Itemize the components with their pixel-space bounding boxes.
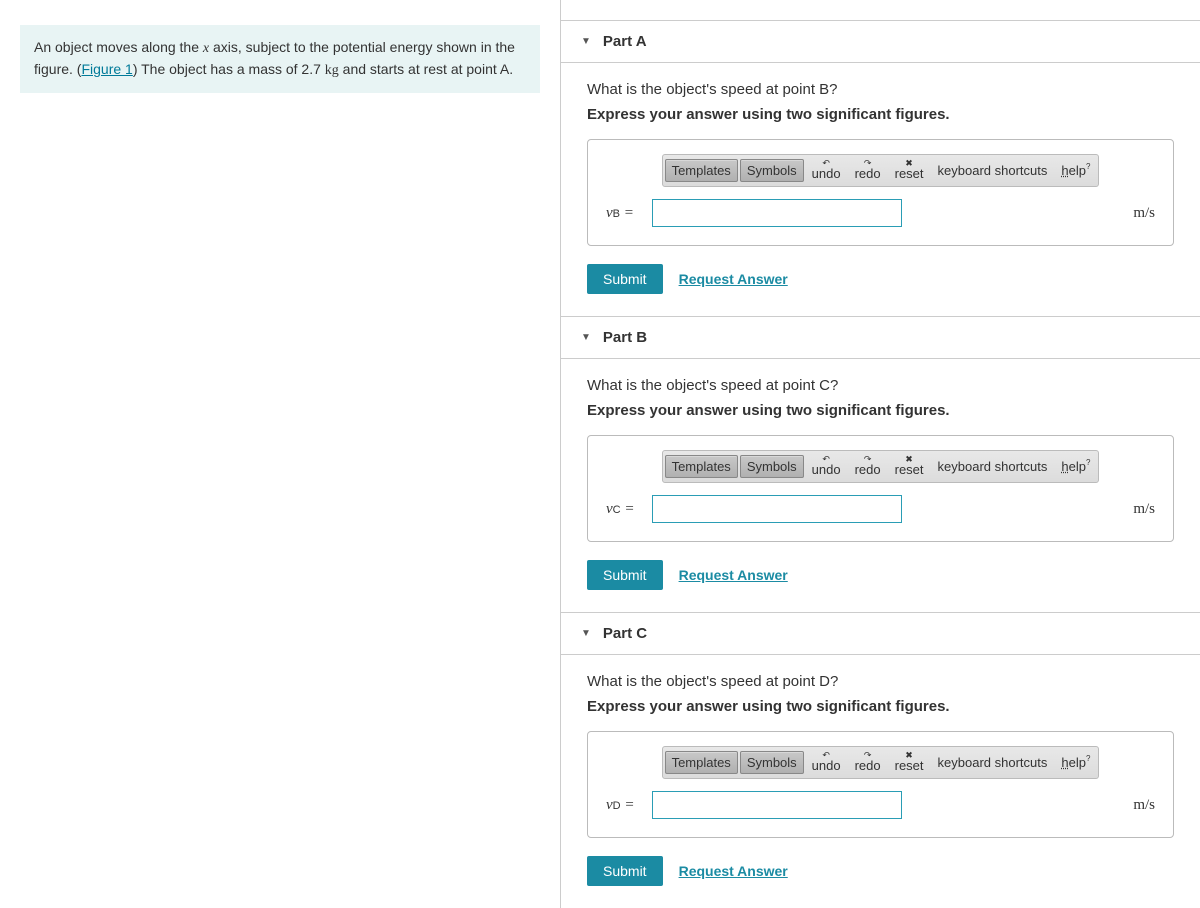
- equation-toolbar: Templates Symbols ↶undo ↷redo ✖reset key…: [662, 746, 1100, 779]
- unit-label: m/s: [1133, 797, 1155, 814]
- caret-down-icon: ▼: [581, 628, 591, 639]
- redo-button[interactable]: ↷redo: [849, 157, 887, 184]
- part-header[interactable]: ▼ Part A: [561, 21, 1200, 63]
- request-answer-link[interactable]: Request Answer: [679, 567, 788, 583]
- request-answer-link[interactable]: Request Answer: [679, 863, 788, 879]
- part-header[interactable]: ▼ Part C: [561, 613, 1200, 655]
- templates-button[interactable]: Templates: [665, 159, 738, 182]
- figure-link[interactable]: Figure 1: [81, 61, 132, 77]
- submit-button[interactable]: Submit: [587, 560, 663, 590]
- submit-button[interactable]: Submit: [587, 856, 663, 886]
- symbols-button[interactable]: Symbols: [740, 455, 804, 478]
- reset-button[interactable]: ✖reset: [889, 749, 930, 776]
- templates-button[interactable]: Templates: [665, 751, 738, 774]
- part-section: ▼ Part A What is the object's speed at p…: [561, 20, 1200, 316]
- help-button[interactable]: help?: [1055, 160, 1096, 181]
- problem-statement: An object moves along the x axis, subjec…: [20, 25, 540, 93]
- help-button[interactable]: help?: [1055, 752, 1096, 773]
- question-text: What is the object's speed at point D?: [587, 673, 1174, 690]
- help-button[interactable]: help?: [1055, 456, 1096, 477]
- undo-button[interactable]: ↶undo: [806, 157, 847, 184]
- caret-down-icon: ▼: [581, 36, 591, 47]
- templates-button[interactable]: Templates: [665, 455, 738, 478]
- redo-button[interactable]: ↷redo: [849, 453, 887, 480]
- question-text: What is the object's speed at point C?: [587, 377, 1174, 394]
- unit-label: m/s: [1133, 205, 1155, 222]
- problem-text-4: and starts at rest at point A.: [339, 61, 513, 77]
- answer-card: Templates Symbols ↶undo ↷redo ✖reset key…: [587, 139, 1174, 246]
- instruction-text: Express your answer using two significan…: [587, 402, 1174, 419]
- symbols-button[interactable]: Symbols: [740, 159, 804, 182]
- mass-unit: kg: [325, 63, 339, 78]
- instruction-text: Express your answer using two significan…: [587, 106, 1174, 123]
- problem-text-3: ) The object has a mass of 2.7: [133, 61, 325, 77]
- instruction-text: Express your answer using two significan…: [587, 698, 1174, 715]
- part-section: ▼ Part C What is the object's speed at p…: [561, 612, 1200, 908]
- answer-card: Templates Symbols ↶undo ↷redo ✖reset key…: [587, 435, 1174, 542]
- submit-button[interactable]: Submit: [587, 264, 663, 294]
- answer-card: Templates Symbols ↶undo ↷redo ✖reset key…: [587, 731, 1174, 838]
- symbols-button[interactable]: Symbols: [740, 751, 804, 774]
- part-title: Part B: [603, 329, 647, 346]
- variable-label: vD =: [606, 797, 642, 814]
- part-title: Part C: [603, 625, 647, 642]
- equation-toolbar: Templates Symbols ↶undo ↷redo ✖reset key…: [662, 450, 1100, 483]
- part-title: Part A: [603, 33, 647, 50]
- redo-button[interactable]: ↷redo: [849, 749, 887, 776]
- keyboard-shortcuts-button[interactable]: keyboard shortcuts: [932, 160, 1054, 181]
- problem-text-1: An object moves along the: [34, 39, 203, 55]
- variable-label: vB =: [606, 205, 642, 222]
- part-header[interactable]: ▼ Part B: [561, 317, 1200, 359]
- question-text: What is the object's speed at point B?: [587, 81, 1174, 98]
- keyboard-shortcuts-button[interactable]: keyboard shortcuts: [932, 456, 1054, 477]
- answer-input[interactable]: [652, 791, 902, 819]
- answer-input[interactable]: [652, 495, 902, 523]
- part-section: ▼ Part B What is the object's speed at p…: [561, 316, 1200, 612]
- unit-label: m/s: [1133, 501, 1155, 518]
- caret-down-icon: ▼: [581, 332, 591, 343]
- request-answer-link[interactable]: Request Answer: [679, 271, 788, 287]
- equation-toolbar: Templates Symbols ↶undo ↷redo ✖reset key…: [662, 154, 1100, 187]
- undo-button[interactable]: ↶undo: [806, 453, 847, 480]
- undo-button[interactable]: ↶undo: [806, 749, 847, 776]
- keyboard-shortcuts-button[interactable]: keyboard shortcuts: [932, 752, 1054, 773]
- reset-button[interactable]: ✖reset: [889, 453, 930, 480]
- answer-input[interactable]: [652, 199, 902, 227]
- reset-button[interactable]: ✖reset: [889, 157, 930, 184]
- variable-label: vC =: [606, 501, 642, 518]
